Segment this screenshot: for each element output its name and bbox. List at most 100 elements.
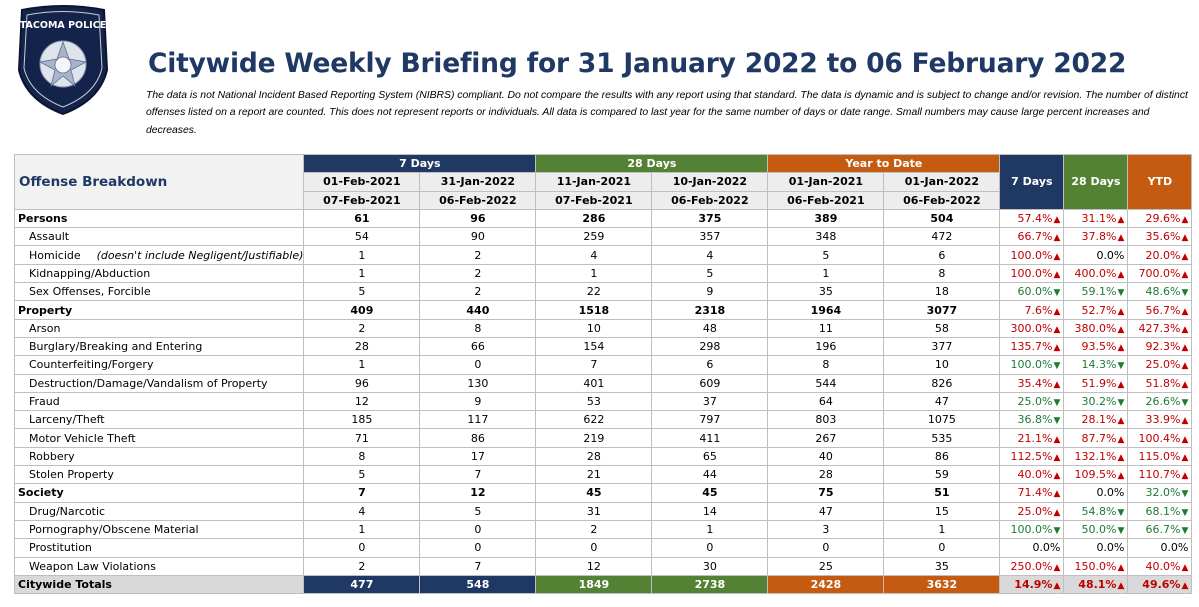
triangle-up-icon: ▲ — [1053, 452, 1061, 463]
count-cell: 8 — [767, 355, 885, 375]
percent-change-cell: 59.1%▼ — [1063, 282, 1129, 302]
count-cell: 8 — [419, 318, 537, 338]
triangle-up-icon: ▲ — [1053, 580, 1061, 591]
offense-label: Prostitution — [13, 538, 305, 558]
count-cell: 377 — [883, 336, 1001, 357]
percent-value: 100.4% — [1138, 431, 1181, 445]
count-cell: 548 — [419, 574, 537, 595]
offense-name: Larceny/Theft — [29, 413, 105, 427]
triangle-up-icon: ▲ — [1117, 416, 1125, 427]
count-cell: 5 — [303, 282, 421, 302]
change-header-7-days: 7 Days — [999, 154, 1065, 210]
percent-value: 115.0% — [1138, 449, 1181, 463]
group-header-28-days: 28 Days — [535, 153, 769, 174]
triangle-up-icon: ▲ — [1053, 471, 1061, 482]
percent-value: 51.8% — [1145, 376, 1181, 390]
percent-change-cell: 32.0%▼ — [1127, 483, 1193, 503]
offense-label: Burglary/Breaking and Entering — [13, 336, 305, 357]
offense-table: Offense Breakdown 7 Days 28 Days Year to… — [13, 153, 1193, 595]
category-row: Persons 61 96 286 375 389 504 57.4%▲ 31.1%▲ 29.6%… — [13, 208, 1193, 229]
percent-change-cell: 150.0%▲ — [1063, 556, 1129, 576]
count-cell: 25 — [767, 556, 885, 576]
percent-change-cell: 25.0%▼ — [999, 391, 1065, 412]
count-cell: 298 — [651, 336, 769, 357]
totals-row: Citywide Totals 477 548 1849 2738 2428 3632 14.… — [13, 574, 1193, 595]
table-row: Burglary/Breaking and Entering 28 66 154 298… — [13, 336, 1193, 357]
percent-value: 135.7% — [1010, 340, 1053, 354]
percent-value: 427.3% — [1138, 321, 1181, 335]
percent-change-cell: 20.0%▲ — [1127, 245, 1193, 265]
offense-label: Homicide (doesn't include Negligent/Justi… — [13, 245, 305, 265]
count-cell: 4 — [651, 245, 769, 265]
percent-change-cell: 50.0%▼ — [1063, 519, 1129, 540]
percent-value: 35.6% — [1145, 230, 1181, 244]
count-cell: 1 — [303, 245, 421, 265]
count-cell: 389 — [767, 208, 885, 229]
table-row: Assault 54 90 259 357 348 472 66.7%▲ 37.8%▲ 35.6%… — [13, 227, 1193, 247]
percent-value: 0.0% — [1096, 541, 1125, 555]
table-row: Counterfeiting/Forgery 1 0 7 6 8 10 100.0%▼ 14.3… — [13, 355, 1193, 375]
count-cell: 96 — [419, 208, 537, 229]
count-cell: 357 — [651, 227, 769, 247]
percent-change-cell: 60.0%▼ — [999, 282, 1065, 302]
offense-name: Assault — [29, 230, 70, 244]
offense-name: Pornography/Obscene Material — [29, 523, 199, 537]
count-cell: 2428 — [767, 574, 885, 595]
triangle-down-icon: ▼ — [1117, 507, 1125, 518]
offense-label: Property — [13, 300, 305, 320]
triangle-up-icon: ▲ — [1117, 580, 1125, 591]
triangle-up-icon: ▲ — [1181, 580, 1189, 591]
offense-label: Arson — [13, 318, 305, 338]
offense-label: Stolen Property — [13, 465, 305, 485]
count-cell: 2738 — [651, 574, 769, 595]
triangle-up-icon: ▲ — [1053, 215, 1061, 226]
percent-change-cell: 25.0%▲ — [999, 501, 1065, 521]
triangle-down-icon: ▼ — [1117, 526, 1125, 537]
count-cell: 28 — [303, 336, 421, 357]
offense-breakdown-header: Offense Breakdown — [13, 154, 305, 210]
percent-value: 35.4% — [1017, 376, 1053, 390]
count-cell: 609 — [651, 373, 769, 393]
count-cell: 1075 — [883, 410, 1001, 430]
count-cell: 196 — [767, 336, 885, 357]
table-row: Arson 2 8 10 48 11 58 300.0%▲ 380.0%▲ 427.3%▲ — [13, 318, 1193, 338]
percent-value: 150.0% — [1074, 559, 1117, 573]
percent-value: 33.9% — [1145, 413, 1181, 427]
triangle-down-icon: ▼ — [1053, 526, 1061, 537]
triangle-up-icon: ▲ — [1117, 324, 1125, 335]
count-cell: 185 — [303, 410, 421, 430]
offense-name: Motor Vehicle Theft — [29, 431, 136, 445]
percent-value: 0.0% — [1096, 248, 1125, 262]
count-cell: 1518 — [535, 300, 653, 320]
triangle-up-icon: ▲ — [1181, 343, 1189, 354]
offense-label: Larceny/Theft — [13, 410, 305, 430]
count-cell: 12 — [535, 556, 653, 576]
triangle-up-icon: ▲ — [1181, 215, 1189, 226]
count-cell: 259 — [535, 227, 653, 247]
count-cell: 411 — [651, 428, 769, 448]
count-cell: 11 — [767, 318, 885, 338]
offense-label: Persons — [13, 208, 305, 229]
percent-value: 25.0% — [1017, 504, 1053, 518]
offense-name: Kidnapping/Abduction — [29, 266, 151, 280]
count-cell: 5 — [767, 245, 885, 265]
triangle-up-icon: ▲ — [1181, 306, 1189, 317]
triangle-up-icon: ▲ — [1053, 434, 1061, 445]
triangle-down-icon: ▼ — [1181, 526, 1189, 537]
count-cell: 472 — [883, 227, 1001, 247]
percent-change-cell: 36.8%▼ — [999, 410, 1065, 430]
date-header-cell: 06-Feb-2021 — [767, 190, 885, 210]
count-cell: 348 — [767, 227, 885, 247]
offense-name: Burglary/Breaking and Entering — [29, 340, 203, 354]
count-cell: 477 — [303, 574, 421, 595]
count-cell: 6 — [651, 355, 769, 375]
percent-change-cell: 57.4%▲ — [999, 208, 1065, 229]
count-cell: 5 — [303, 465, 421, 485]
triangle-up-icon: ▲ — [1053, 562, 1061, 573]
triangle-up-icon: ▲ — [1117, 452, 1125, 463]
triangle-up-icon: ▲ — [1053, 269, 1061, 280]
count-cell: 31 — [535, 501, 653, 521]
count-cell: 1849 — [535, 574, 653, 595]
triangle-up-icon: ▲ — [1117, 343, 1125, 354]
percent-value: 66.7% — [1145, 523, 1181, 537]
